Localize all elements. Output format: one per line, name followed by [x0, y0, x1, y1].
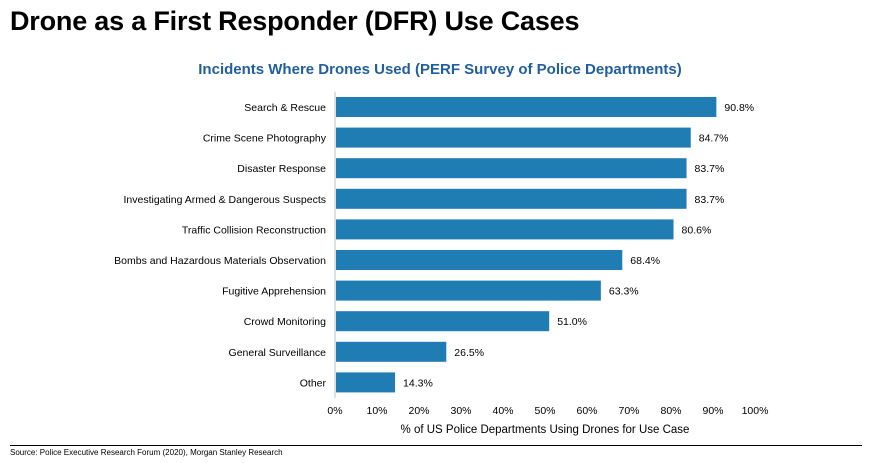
x-axis-label: % of US Police Departments Using Drones …: [401, 424, 690, 436]
x-tick-labels: 0% 10% 20% 30% 40% 50% 60% 70% 80% 90% 100%: [327, 405, 768, 417]
bar: [336, 250, 623, 270]
bar: [336, 341, 447, 362]
data-label: 68.4%: [630, 255, 660, 267]
x-tick-label: 40%: [492, 405, 513, 417]
bar: [336, 188, 687, 209]
data-label: 14.3%: [403, 377, 433, 389]
value-labels: 90.8% 84.7% 83.7% 83.7% 80.6% 68.4% 63.3% 51.0%…: [403, 102, 754, 389]
bar: [336, 372, 396, 393]
footer-divider: [10, 445, 862, 446]
chart-title-text: Incidents Where Drones Used (PERF Survey…: [198, 61, 682, 78]
data-label: 90.8%: [724, 102, 754, 114]
chart-title: Incidents Where Drones Used (PERF Survey…: [0, 61, 876, 78]
bar: [336, 311, 550, 332]
bar: [336, 127, 691, 148]
data-label: 51.0%: [557, 316, 587, 328]
x-tick-label: 70%: [618, 405, 639, 417]
x-tick-label: 60%: [576, 405, 597, 417]
category-label: Traffic Collision Reconstruction: [182, 224, 326, 236]
bar: [336, 219, 674, 240]
data-label: 80.6%: [682, 224, 712, 236]
x-tick-label: 20%: [408, 405, 429, 417]
category-label: Investigating Armed & Dangerous Suspects: [123, 194, 326, 206]
x-tick-label: 0%: [327, 405, 342, 417]
category-label: Other: [300, 377, 327, 389]
data-label: 63.3%: [609, 286, 639, 298]
bars: [336, 97, 717, 393]
page-title: Drone as a First Responder (DFR) Use Cas…: [10, 6, 580, 36]
bar-chart: Search & Rescue Crime Scene Photography Di…: [114, 91, 768, 436]
bar: [336, 97, 717, 117]
x-tick-label: 10%: [366, 405, 387, 417]
category-labels: Search & Rescue Crime Scene Photography Di…: [114, 102, 327, 389]
category-label: Fugitive Apprehension: [222, 286, 326, 298]
x-tick-label: 50%: [534, 405, 555, 417]
data-label: 26.5%: [454, 347, 484, 359]
x-tick-label: 90%: [702, 405, 723, 417]
data-label: 83.7%: [695, 194, 725, 206]
category-label: Disaster Response: [237, 163, 326, 175]
category-label: Search & Rescue: [244, 102, 326, 114]
x-tick-label: 80%: [660, 405, 681, 417]
bar: [336, 280, 601, 301]
x-tick-label: 100%: [742, 405, 769, 417]
data-label: 84.7%: [699, 133, 729, 145]
category-label: Crowd Monitoring: [244, 316, 326, 328]
category-label: Bombs and Hazardous Materials Observatio…: [114, 255, 326, 267]
bar: [336, 158, 687, 179]
x-tick-label: 30%: [450, 405, 471, 417]
category-label: General Surveillance: [229, 347, 327, 359]
source-note: Source: Police Executive Research Forum …: [10, 448, 283, 457]
data-label: 83.7%: [695, 163, 725, 175]
category-label: Crime Scene Photography: [203, 133, 327, 145]
